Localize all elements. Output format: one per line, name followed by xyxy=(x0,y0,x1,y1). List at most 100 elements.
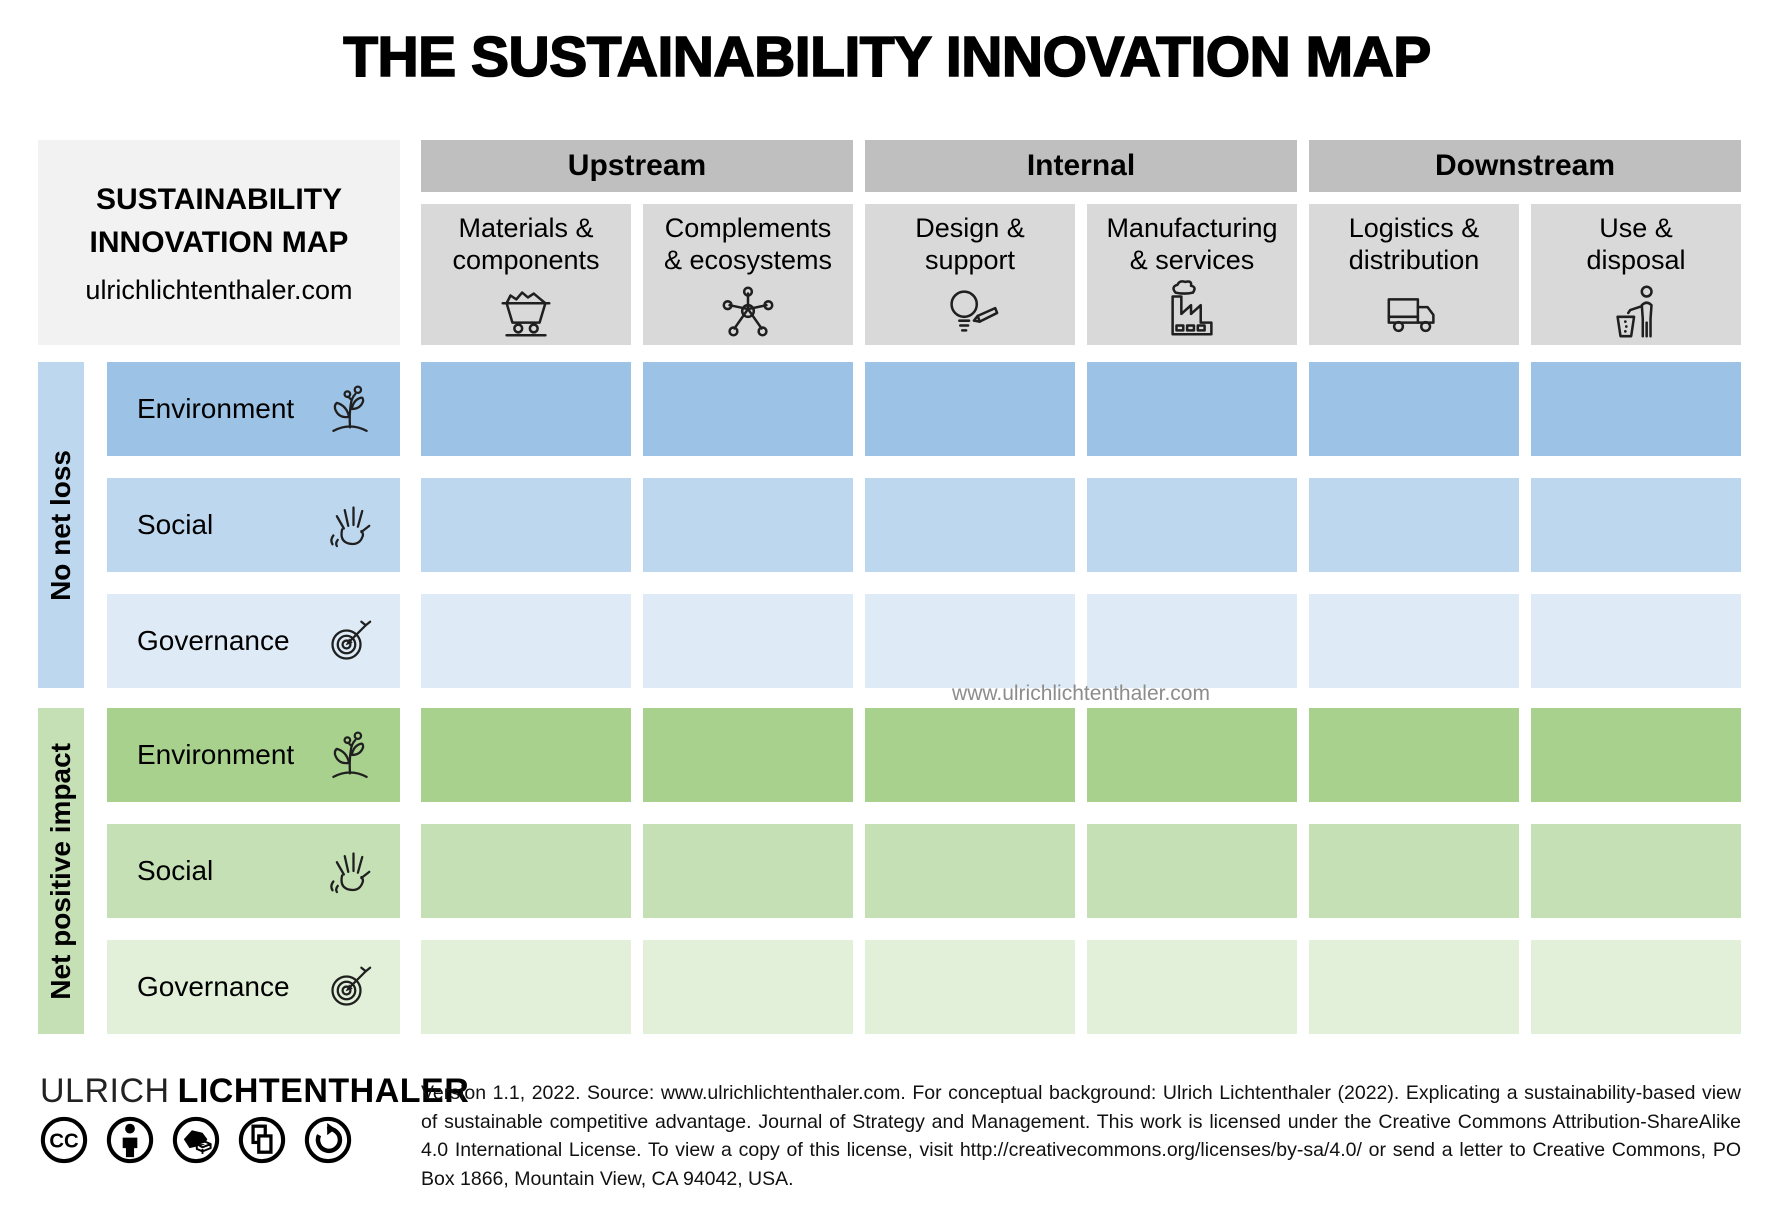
grid-cell xyxy=(421,478,631,572)
author-logo: ULRICH LICHTENTHALER xyxy=(40,1072,469,1111)
grid-cell xyxy=(421,824,631,918)
grid-cell xyxy=(865,478,1075,572)
grid-cell xyxy=(1309,940,1519,1034)
group-header-downstream: Downstream xyxy=(1309,140,1741,192)
lightbulb-pencil-icon xyxy=(939,278,1001,344)
share-icon xyxy=(238,1116,286,1164)
matrix-row-nnl-environment: Environment xyxy=(107,362,1741,456)
column-header-label: Manufacturing & services xyxy=(1106,213,1278,275)
row-label: Governance xyxy=(137,625,290,656)
section-label: Net positive impact xyxy=(45,742,76,1000)
plant-icon xyxy=(322,727,378,783)
grid-cell xyxy=(1087,824,1297,918)
network-icon xyxy=(717,278,779,344)
grid-cell xyxy=(1531,478,1741,572)
section-sidebar-no-net-loss: No net loss xyxy=(38,362,84,688)
grid-cell xyxy=(1531,594,1741,688)
row-header: Governance xyxy=(107,594,400,688)
column-header-label: Use & disposal xyxy=(1586,213,1686,275)
target-icon xyxy=(322,613,378,669)
grid-cell xyxy=(643,362,853,456)
grid-cell xyxy=(1309,478,1519,572)
attribution-icon xyxy=(106,1116,154,1164)
hand-icon xyxy=(322,497,378,553)
group-header-internal: Internal xyxy=(865,140,1297,192)
column-header-materials-components: Materials & components xyxy=(421,204,631,345)
row-header: Governance xyxy=(107,940,400,1034)
svg-text:CC: CC xyxy=(49,1130,79,1152)
grid-cell xyxy=(1087,478,1297,572)
info-box: SUSTAINABILITY INNOVATION MAP ulrichlich… xyxy=(38,140,400,345)
page-title: THE SUSTAINABILITY INNOVATION MAP xyxy=(342,24,1432,90)
hand-icon xyxy=(322,843,378,899)
matrix-row-nnl-governance: Governance xyxy=(107,594,1741,688)
column-header-design-support: Design & support xyxy=(865,204,1075,345)
row-header: Environment xyxy=(107,708,400,802)
row-header: Social xyxy=(107,824,400,918)
plant-icon xyxy=(322,381,378,437)
info-box-website: ulrichlichtenthaler.com xyxy=(85,274,353,305)
grid-cell xyxy=(1309,362,1519,456)
matrix-row-npi-governance: Governance xyxy=(107,940,1741,1034)
section-label: No net loss xyxy=(45,449,76,601)
matrix-row-npi-environment: Environment xyxy=(107,708,1741,802)
info-box-title-line1: SUSTAINABILITY xyxy=(95,183,343,217)
cc-icon: CC xyxy=(40,1116,88,1164)
grid-cell xyxy=(643,940,853,1034)
group-header-upstream: Upstream xyxy=(421,140,853,192)
mine-cart-icon xyxy=(495,278,557,344)
grid-cell xyxy=(1087,362,1297,456)
grid-cell xyxy=(643,708,853,802)
info-box-title-line2: INNOVATION MAP xyxy=(89,226,349,259)
author-last-name: LICHTENTHALER xyxy=(177,1072,470,1110)
creative-commons-icons: CC xyxy=(38,1114,354,1166)
grid-cell xyxy=(421,708,631,802)
factory-icon xyxy=(1161,278,1223,344)
matrix-row-nnl-social: Social xyxy=(107,478,1741,572)
grid-cell xyxy=(1309,824,1519,918)
grid-cell xyxy=(1087,708,1297,802)
grid-cell xyxy=(421,594,631,688)
section-sidebar-net-positive-impact: Net positive impact xyxy=(38,708,84,1034)
row-label: Environment xyxy=(137,739,295,770)
column-header-manufacturing-services: Manufacturing & services xyxy=(1087,204,1297,345)
column-header-complements-ecosystems: Complements & ecosystems xyxy=(643,204,853,345)
grid-cell xyxy=(865,362,1075,456)
grid-cell xyxy=(1531,824,1741,918)
grid-cell xyxy=(643,478,853,572)
row-label: Governance xyxy=(137,971,290,1002)
row-header: Social xyxy=(107,478,400,572)
watermark: www.ulrichlichtenthaler.com xyxy=(952,682,1210,705)
column-header-label: Design & support xyxy=(915,213,1025,275)
grid-cell xyxy=(865,594,1075,688)
grid-cell xyxy=(1087,940,1297,1034)
truck-icon xyxy=(1383,278,1445,344)
row-label: Social xyxy=(137,509,214,540)
column-header-label: Logistics & distribution xyxy=(1348,213,1480,275)
grid-cell xyxy=(1309,594,1519,688)
grid-cell xyxy=(643,594,853,688)
grid-cell xyxy=(865,940,1075,1034)
column-header-use-disposal: Use & disposal xyxy=(1531,204,1741,345)
target-icon xyxy=(322,959,378,1015)
row-header: Environment xyxy=(107,362,400,456)
row-label: Environment xyxy=(137,393,295,424)
remix-icon xyxy=(172,1116,220,1164)
info-box-title: SUSTAINABILITY INNOVATION MAP xyxy=(90,179,349,264)
column-header-logistics-distribution: Logistics & distribution xyxy=(1309,204,1519,345)
grid-cell xyxy=(1087,594,1297,688)
grid-cell xyxy=(1531,362,1741,456)
grid-cell xyxy=(421,940,631,1034)
row-label: Social xyxy=(137,855,214,886)
license-text: Version 1.1, 2022. Source: www.ulrichlic… xyxy=(421,1082,1741,1190)
grid-cell xyxy=(1531,940,1741,1034)
sharealike-icon xyxy=(304,1116,352,1164)
grid-cell xyxy=(865,708,1075,802)
grid-cell xyxy=(1531,708,1741,802)
column-header-label: Materials & components xyxy=(452,213,600,275)
author-first-name: ULRICH xyxy=(40,1072,170,1110)
grid-cell xyxy=(643,824,853,918)
grid-cell xyxy=(421,362,631,456)
column-header-label: Complements & ecosystems xyxy=(663,213,833,275)
